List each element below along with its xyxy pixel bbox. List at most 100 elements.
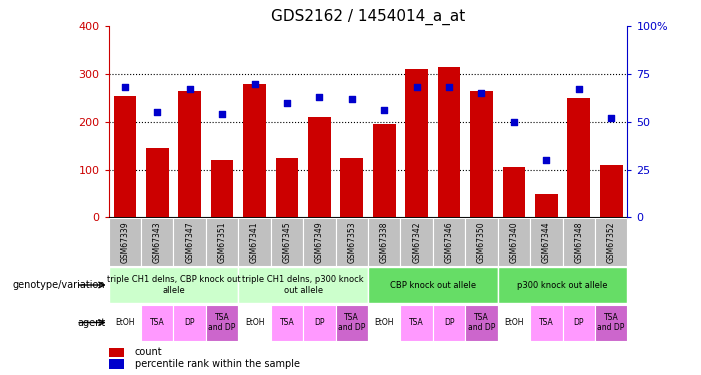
Point	[151, 110, 163, 116]
Bar	[368, 304, 400, 340]
Text: DP: DP	[573, 318, 584, 327]
Bar	[465, 304, 498, 340]
Text: GSM67344: GSM67344	[542, 221, 551, 263]
Text: EtOH: EtOH	[504, 318, 524, 327]
Bar	[141, 217, 174, 266]
Bar	[109, 217, 141, 266]
Bar	[562, 304, 595, 340]
Text: GSM67342: GSM67342	[412, 221, 421, 263]
Bar	[174, 304, 206, 340]
Text: count: count	[135, 347, 162, 357]
Point	[476, 90, 487, 96]
Bar	[336, 217, 368, 266]
Point	[249, 81, 260, 87]
Bar	[530, 304, 562, 340]
Text: DP: DP	[184, 318, 195, 327]
Text: GSM67352: GSM67352	[606, 221, 615, 263]
Text: TSA
and DP: TSA and DP	[468, 313, 495, 332]
Bar	[206, 304, 238, 340]
Point	[379, 107, 390, 113]
Point	[346, 96, 358, 102]
Bar	[567, 98, 590, 218]
Text: TSA
and DP: TSA and DP	[338, 313, 365, 332]
Point	[281, 100, 292, 106]
Point	[217, 111, 228, 117]
Text: genotype/variation: genotype/variation	[13, 280, 105, 290]
Title: GDS2162 / 1454014_a_at: GDS2162 / 1454014_a_at	[271, 9, 465, 25]
Text: EtOH: EtOH	[115, 318, 135, 327]
Text: GSM67345: GSM67345	[283, 221, 292, 263]
Point	[573, 86, 585, 92]
Text: GSM67346: GSM67346	[444, 221, 454, 263]
Bar	[400, 217, 433, 266]
Point	[119, 84, 130, 90]
Bar	[275, 158, 299, 218]
Bar	[206, 217, 238, 266]
Bar	[498, 217, 530, 266]
Text: GSM67343: GSM67343	[153, 221, 162, 263]
Bar	[400, 304, 433, 340]
Bar	[178, 91, 201, 218]
Text: GSM67340: GSM67340	[510, 221, 519, 263]
Bar	[437, 67, 461, 218]
Bar	[470, 91, 493, 218]
Bar	[465, 217, 498, 266]
Bar	[174, 217, 206, 266]
Bar	[109, 267, 238, 303]
Bar	[405, 69, 428, 218]
Point	[508, 119, 519, 125]
Text: GSM67341: GSM67341	[250, 221, 259, 263]
Text: EtOH: EtOH	[374, 318, 394, 327]
Bar	[303, 304, 336, 340]
Bar	[243, 84, 266, 218]
Text: percentile rank within the sample: percentile rank within the sample	[135, 359, 299, 369]
Bar	[600, 165, 622, 218]
Text: TSA
and DP: TSA and DP	[597, 313, 625, 332]
Bar	[368, 217, 400, 266]
Text: CBP knock out allele: CBP knock out allele	[390, 280, 476, 290]
Point	[411, 84, 422, 90]
Bar	[308, 117, 331, 218]
Bar	[271, 304, 303, 340]
Text: triple CH1 delns, CBP knock out
allele: triple CH1 delns, CBP knock out allele	[107, 275, 240, 295]
Text: triple CH1 delns, p300 knock
out allele: triple CH1 delns, p300 knock out allele	[243, 275, 364, 295]
Bar	[498, 304, 530, 340]
Text: GSM67350: GSM67350	[477, 221, 486, 263]
Text: GSM67338: GSM67338	[380, 221, 389, 263]
Point	[540, 157, 552, 163]
Bar	[109, 348, 124, 357]
Bar	[146, 148, 169, 217]
Text: TSA
and DP: TSA and DP	[208, 313, 236, 332]
Bar	[595, 217, 627, 266]
Text: TSA: TSA	[409, 318, 424, 327]
Bar	[336, 304, 368, 340]
Text: GSM67351: GSM67351	[217, 221, 226, 263]
Bar	[341, 158, 363, 218]
Point	[314, 94, 325, 100]
Bar	[114, 96, 136, 218]
Point	[606, 115, 617, 121]
Point	[184, 86, 196, 92]
Bar	[238, 304, 271, 340]
Bar	[433, 304, 465, 340]
Bar	[562, 217, 595, 266]
Bar	[238, 267, 368, 303]
Bar	[109, 304, 141, 340]
Text: EtOH: EtOH	[245, 318, 264, 327]
Bar	[373, 124, 395, 218]
Bar	[433, 217, 465, 266]
Text: TSA: TSA	[539, 318, 554, 327]
Text: GSM67349: GSM67349	[315, 221, 324, 263]
Text: TSA: TSA	[280, 318, 294, 327]
Bar	[109, 359, 124, 369]
Bar	[498, 267, 627, 303]
Bar	[303, 217, 336, 266]
Bar	[368, 267, 498, 303]
Bar	[530, 217, 562, 266]
Text: GSM67347: GSM67347	[185, 221, 194, 263]
Text: GSM67348: GSM67348	[574, 221, 583, 263]
Text: GSM67339: GSM67339	[121, 221, 130, 263]
Text: DP: DP	[314, 318, 325, 327]
Text: TSA: TSA	[150, 318, 165, 327]
Bar	[595, 304, 627, 340]
